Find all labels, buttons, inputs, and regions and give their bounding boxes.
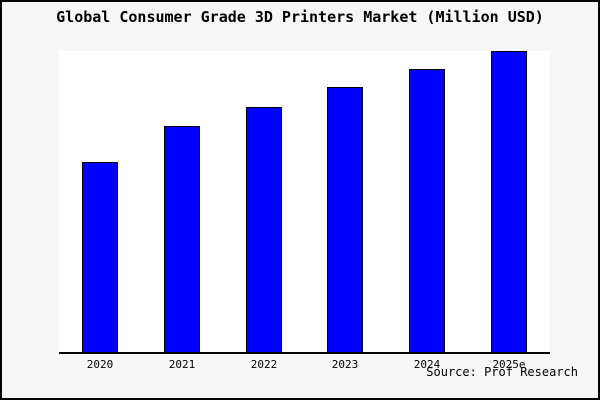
x-tick-label-2024: 2024 [413, 358, 441, 371]
bar-2024 [409, 69, 445, 352]
x-tick-label-2020: 2020 [86, 358, 114, 371]
bar-2021 [164, 126, 200, 352]
plot-area [59, 51, 550, 354]
x-axis-labels: 2020 2021 2022 2023 2024 2025e [59, 358, 550, 374]
bar-2020 [82, 162, 118, 352]
x-tick-label-2021: 2021 [168, 358, 196, 371]
chart-title: Global Consumer Grade 3D Printers Market… [56, 8, 544, 26]
x-tick-label-2023: 2023 [331, 358, 359, 371]
source-note: Source: Prof Research [426, 365, 578, 379]
bar-2025e [491, 51, 527, 352]
bar-2022 [246, 107, 282, 352]
x-tick-label-2025e: 2025e [492, 358, 526, 371]
bar-2023 [327, 87, 363, 352]
x-tick-label-2022: 2022 [250, 358, 278, 371]
